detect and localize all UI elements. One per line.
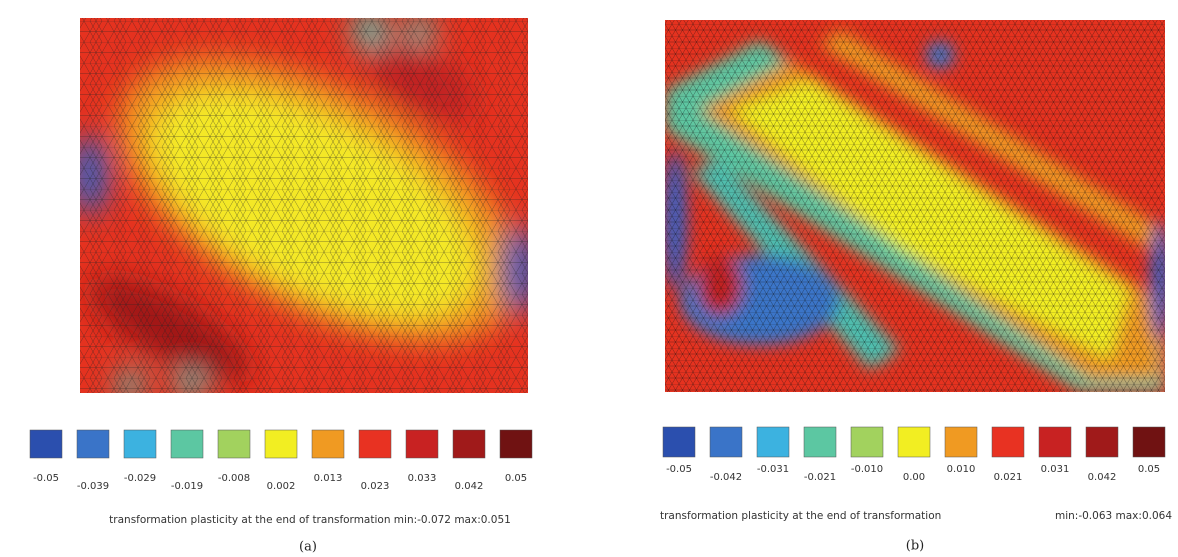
panel-label: (a) [299, 540, 317, 555]
legend-swatch [662, 426, 696, 458]
legend-label: 0.013 [314, 473, 343, 484]
legend-label: -0.05 [666, 464, 692, 475]
legend-swatch [1085, 426, 1119, 458]
legend-swatch [170, 429, 204, 459]
legend-swatch [709, 426, 743, 458]
caption-range: min:-0.063 max:0.064 [1055, 510, 1172, 522]
legend-label: 0.002 [267, 481, 296, 492]
legend-swatch [405, 429, 439, 459]
field-a [80, 18, 528, 393]
legend-label: -0.008 [218, 473, 250, 484]
legend-swatch [1132, 426, 1166, 458]
legend-swatch [123, 429, 157, 459]
legend-swatch [76, 429, 110, 459]
legend-label: 0.010 [947, 464, 976, 475]
legend-label: -0.010 [851, 464, 883, 475]
caption: transformation plasticity at the end of … [109, 514, 511, 526]
legend-swatch [452, 429, 486, 459]
legend-swatch [311, 429, 345, 459]
legend-swatch [29, 429, 63, 459]
legend-label: 0.042 [1088, 472, 1117, 483]
legend-label: 0.05 [1138, 464, 1160, 475]
legend-label: -0.019 [171, 481, 203, 492]
legend-swatch [897, 426, 931, 458]
legend-swatch [499, 429, 533, 459]
legend-swatch [850, 426, 884, 458]
caption: transformation plasticity at the end of … [660, 510, 941, 522]
legend-swatch [217, 429, 251, 459]
legend-swatch [358, 429, 392, 459]
legend-label: 0.042 [455, 481, 484, 492]
legend-label: 0.021 [994, 472, 1023, 483]
legend-label: -0.029 [124, 473, 156, 484]
legend-label: -0.031 [757, 464, 789, 475]
legend-swatch [803, 426, 837, 458]
legend-swatch [756, 426, 790, 458]
legend-label: 0.05 [505, 473, 527, 484]
legend-label: 0.033 [408, 473, 437, 484]
field-b [665, 20, 1165, 392]
legend-label: -0.021 [804, 472, 836, 483]
legend-label: -0.042 [710, 472, 742, 483]
legend-label: 0.023 [361, 481, 390, 492]
panel-label: (b) [906, 539, 924, 554]
legend-swatch [264, 429, 298, 459]
legend-label: -0.05 [33, 473, 59, 484]
legend-label: 0.00 [903, 472, 925, 483]
legend-swatch [944, 426, 978, 458]
legend-swatch [991, 426, 1025, 458]
legend-label: -0.039 [77, 481, 109, 492]
legend-label: 0.031 [1041, 464, 1070, 475]
legend-swatch [1038, 426, 1072, 458]
